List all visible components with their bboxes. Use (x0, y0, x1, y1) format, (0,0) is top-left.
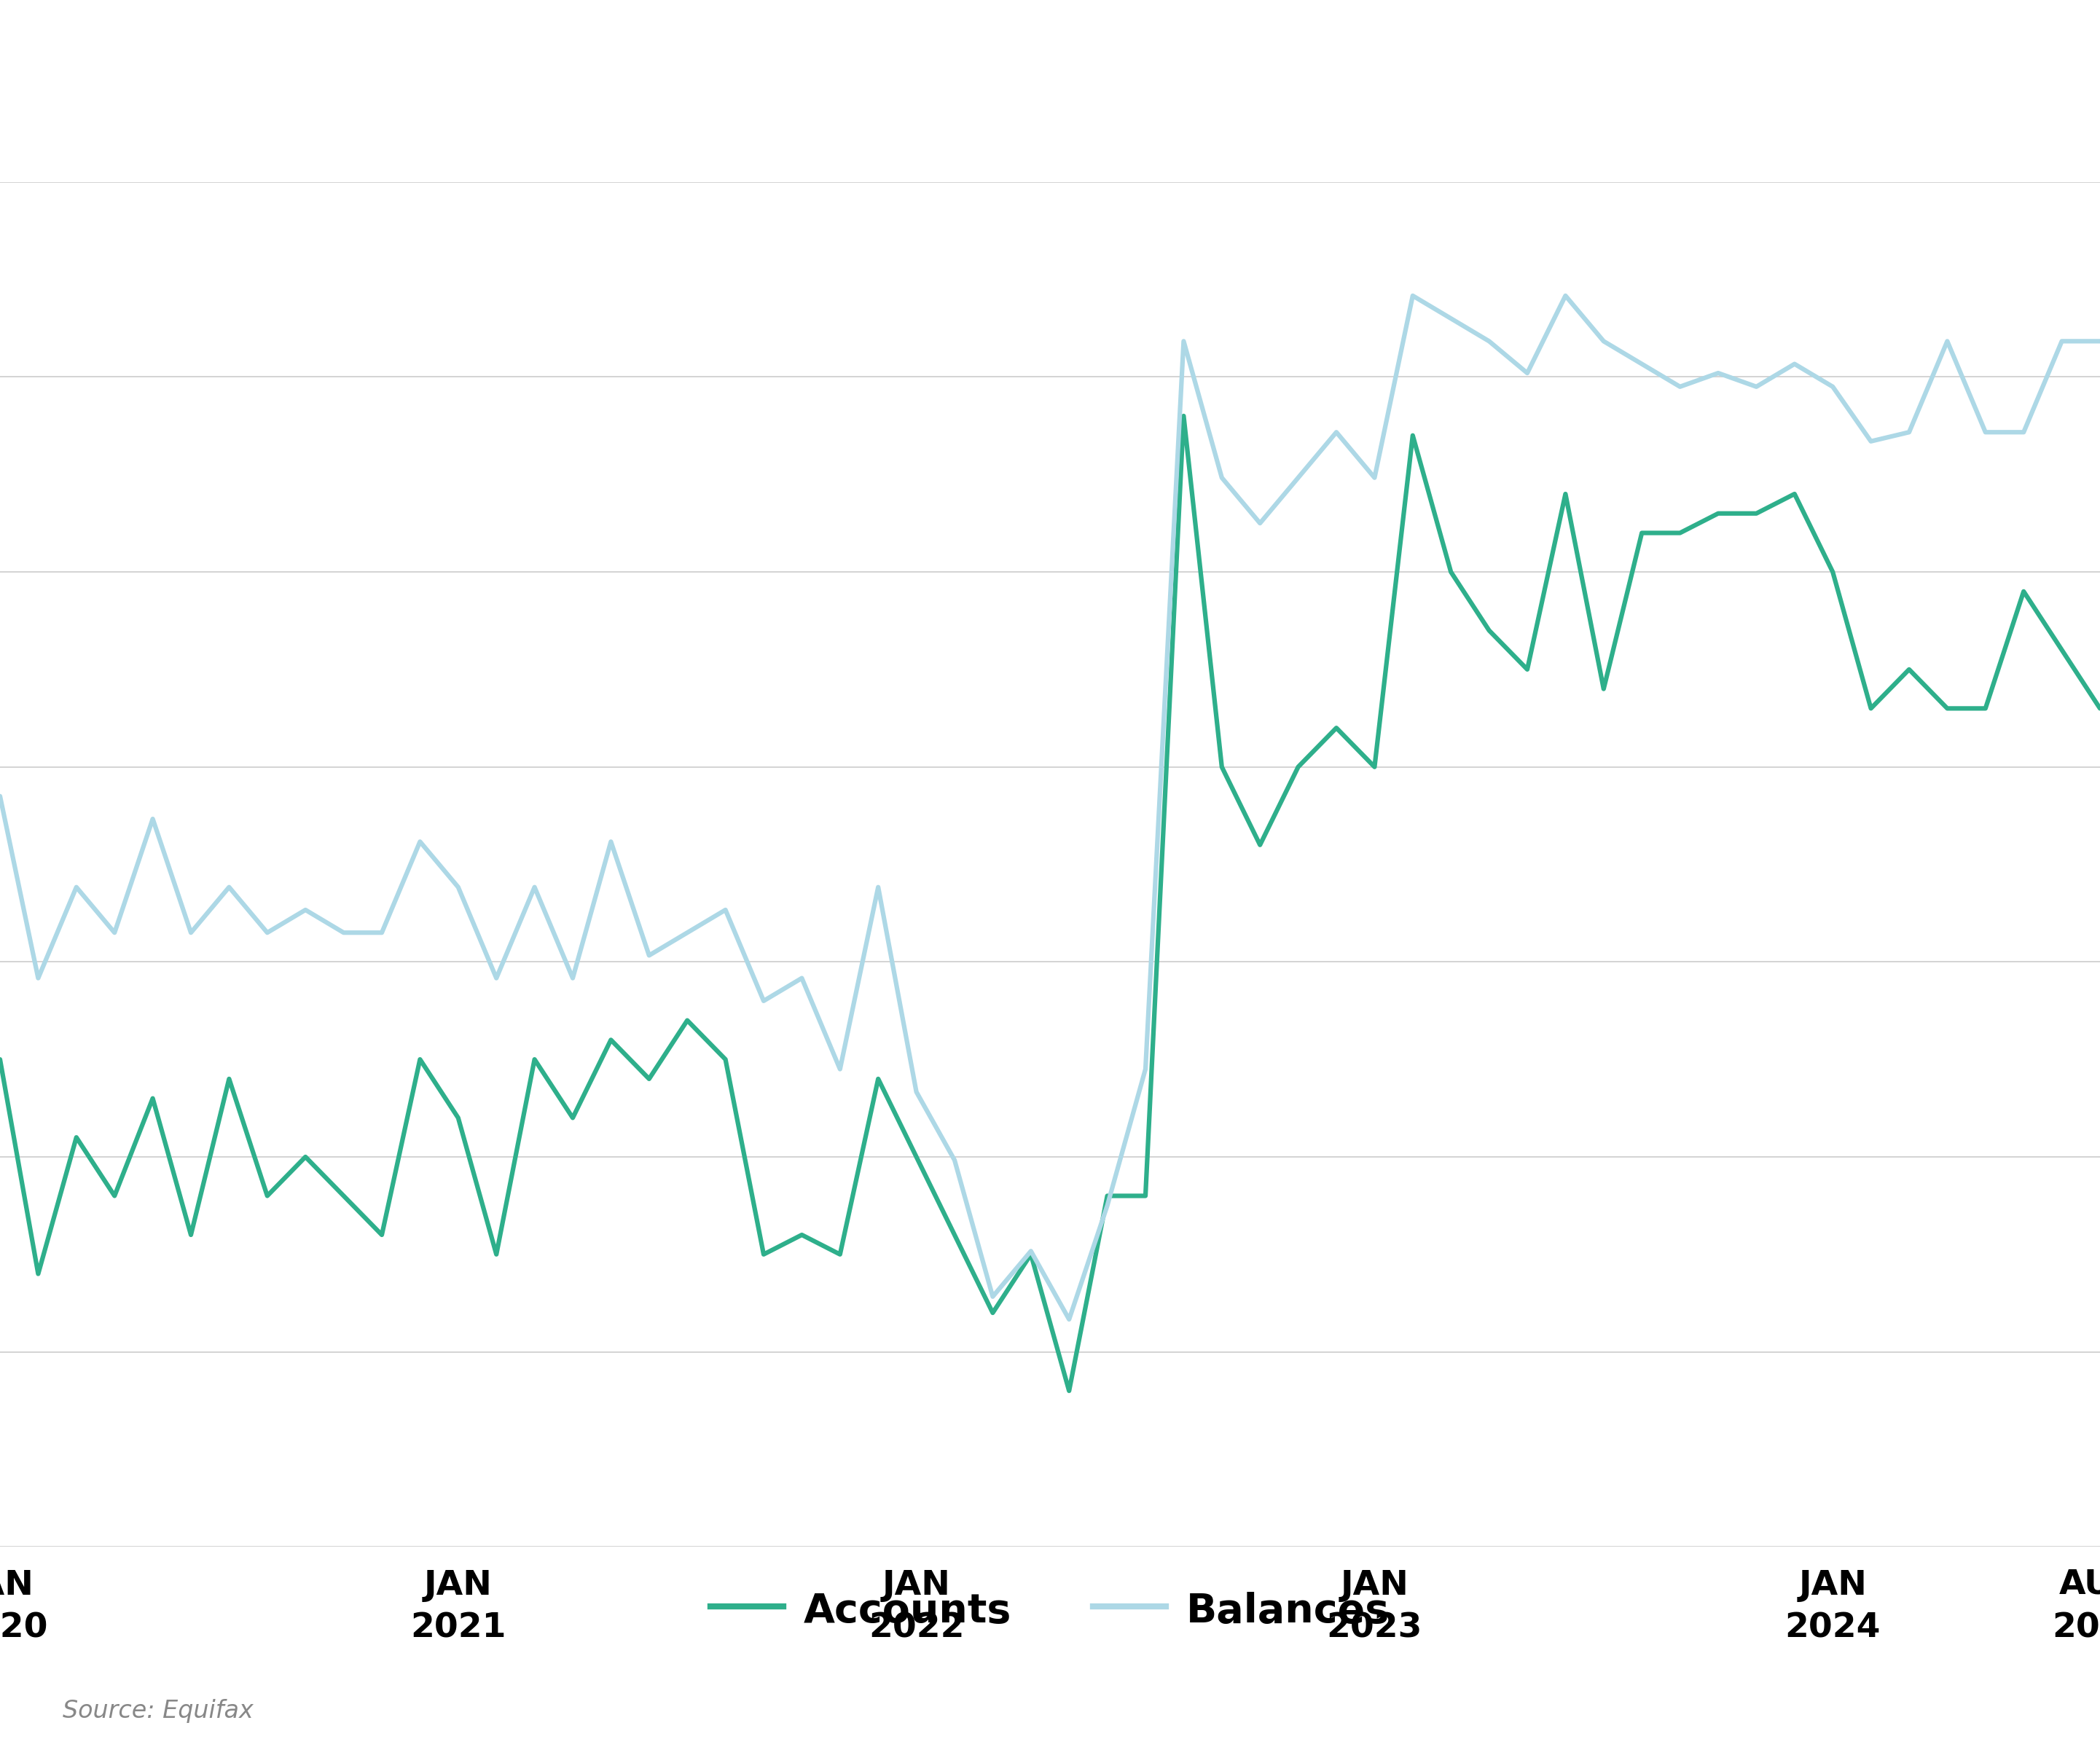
Text: PERSONAL LOANS OUTSTANDING: ACCOUNTS VS. BALANCES: PERSONAL LOANS OUTSTANDING: ACCOUNTS VS.… (55, 63, 2045, 119)
Legend: Accounts, Balances: Accounts, Balances (695, 1574, 1405, 1647)
Text: Source: Equifax: Source: Equifax (63, 1698, 254, 1723)
